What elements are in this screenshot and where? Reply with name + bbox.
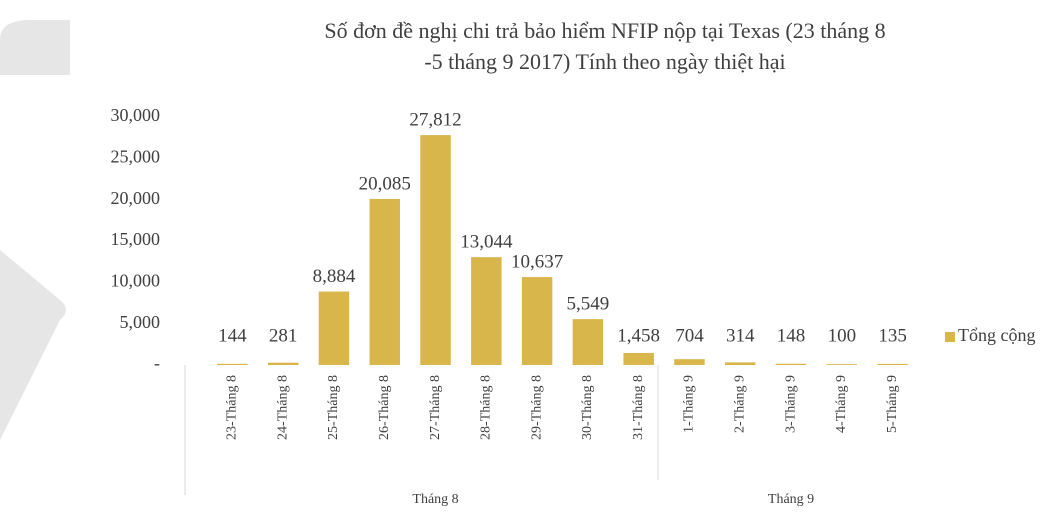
chart-title: Số đơn đề nghị chi trả bảo hiểm NFIP nộp… (324, 18, 885, 43)
data-label: 27,812 (409, 109, 461, 130)
bar (267, 362, 299, 365)
data-label: 135 (878, 325, 907, 346)
group-label: Tháng 8 (412, 492, 458, 507)
x-tick-label: 30-Tháng 8 (580, 375, 595, 440)
bar (877, 363, 908, 365)
data-label: 281 (269, 325, 298, 346)
data-label: 144 (218, 325, 247, 346)
bar (775, 363, 807, 365)
data-label: 148 (777, 325, 806, 346)
data-label: 314 (726, 325, 755, 346)
group-label: Tháng 9 (768, 492, 814, 507)
bar (471, 257, 502, 365)
legend-swatch (945, 332, 955, 342)
x-tick-label: 26-Tháng 8 (377, 375, 392, 440)
decoration (0, 250, 66, 440)
data-label: 1,458 (617, 325, 660, 346)
data-label: 13,044 (460, 232, 513, 253)
bar (318, 291, 350, 365)
chart-title: -5 tháng 9 2017) Tính theo ngày thiệt hạ… (424, 49, 785, 74)
x-tick-label: 23-Tháng 8 (225, 375, 240, 440)
x-tick-label: 5-Tháng 9 (885, 375, 900, 433)
x-tick-label: 24-Tháng 8 (275, 375, 290, 440)
bar (420, 135, 451, 365)
bar (572, 319, 604, 365)
bar (623, 352, 654, 365)
x-tick-label: 4-Tháng 9 (834, 375, 849, 433)
data-label: 100 (828, 325, 857, 346)
data-label: 10,637 (511, 251, 563, 272)
bar (725, 362, 756, 365)
x-tick-label: 1-Tháng 9 (682, 375, 697, 433)
x-tick-label: 25-Tháng 8 (326, 375, 341, 440)
y-tick-label: 20,000 (111, 188, 161, 208)
bar (217, 363, 248, 365)
x-tick-label: 27-Tháng 8 (428, 375, 443, 440)
legend-label: Tổng cộng (958, 325, 1035, 345)
data-label: 704 (675, 325, 704, 346)
data-label: 20,085 (359, 173, 411, 194)
bar (674, 359, 705, 365)
bar (521, 277, 553, 365)
y-tick-label: 15,000 (111, 229, 161, 249)
y-tick-label: - (154, 353, 160, 373)
y-tick-label: 30,000 (111, 105, 161, 125)
x-tick-label: 31-Tháng 8 (631, 375, 646, 440)
x-tick-label: 2-Tháng 9 (732, 375, 747, 433)
x-tick-label: 28-Tháng 8 (479, 375, 494, 440)
data-label: 8,884 (313, 266, 356, 287)
bar (369, 198, 400, 365)
data-label: 5,549 (567, 293, 610, 314)
y-tick-label: 10,000 (111, 270, 161, 290)
decoration (0, 20, 70, 75)
bar (826, 364, 858, 365)
x-tick-label: 3-Tháng 9 (783, 375, 798, 433)
y-tick-label: 25,000 (111, 146, 161, 166)
y-tick-label: 5,000 (120, 312, 161, 332)
x-tick-label: 29-Tháng 8 (529, 375, 544, 440)
